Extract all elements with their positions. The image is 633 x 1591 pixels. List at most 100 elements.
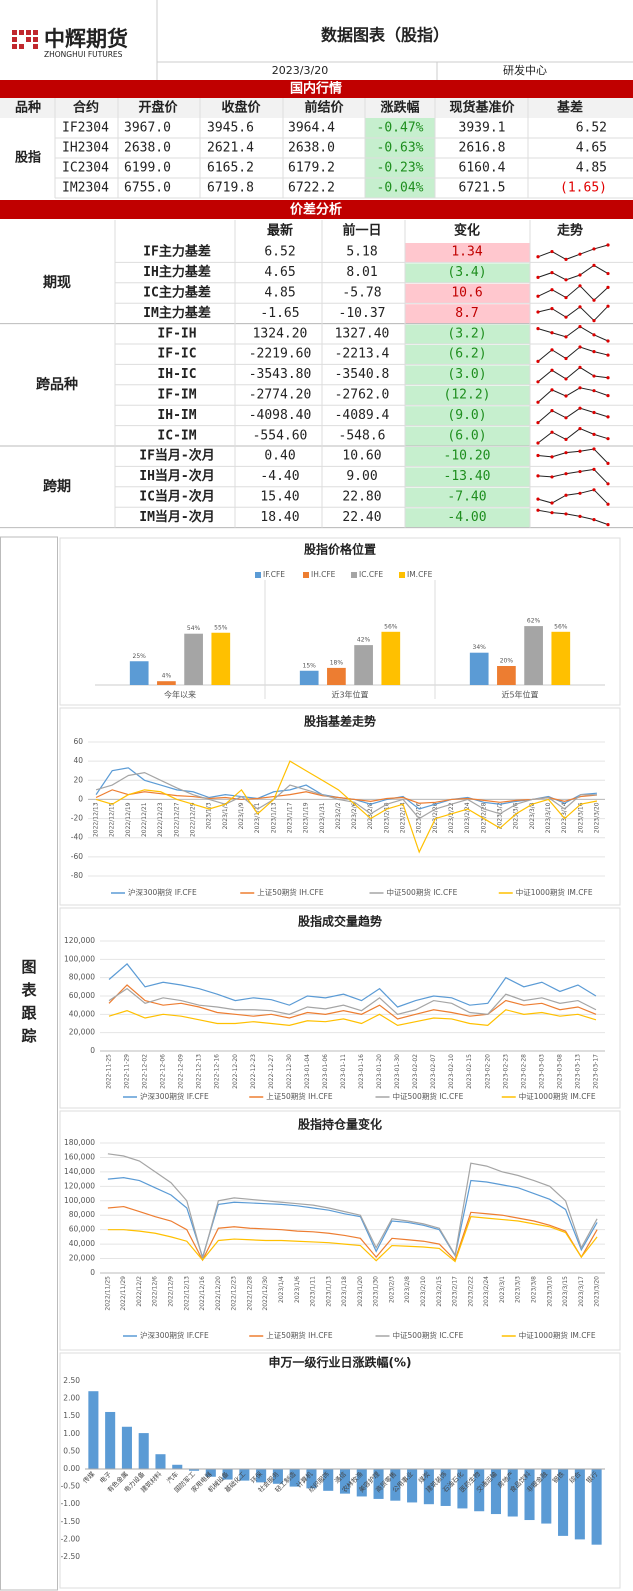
bar [558, 1469, 569, 1536]
logo-icon [12, 30, 38, 49]
spark-dot [550, 331, 554, 335]
cell: 6.52 [576, 121, 607, 136]
x-tick-label: 2023/3/8 [530, 1276, 537, 1303]
y-tick-label: 180,000 [64, 1138, 95, 1147]
y-tick-label: 60,000 [69, 991, 95, 1000]
cell: 2621.4 [207, 141, 254, 156]
y-tick-label: 100,000 [64, 954, 95, 963]
group-label: 跨期 [43, 479, 71, 495]
x-tick-label: 2023/3/20 [593, 802, 600, 833]
cell: 10.60 [342, 449, 381, 464]
x-tick-label: 2023/3/10 [546, 1276, 553, 1307]
cell: -10.20 [444, 449, 491, 464]
spark-dot [536, 497, 540, 501]
logo-en: ZHONGHUI FUTURES [44, 50, 123, 59]
bar [205, 1469, 216, 1477]
value-label: 20% [500, 658, 514, 665]
spark-dot [536, 453, 540, 458]
chart-title: 股指持仓量变化 [298, 1117, 382, 1132]
header-row [0, 98, 633, 118]
x-tick-label: 2022-12-02 [142, 1054, 149, 1089]
spark-dot [564, 437, 568, 441]
spark-dot [578, 252, 582, 256]
y-tick-label: 0 [90, 1046, 95, 1055]
legend-label: 上证50期货 IH.CFE [257, 887, 324, 897]
x-tick-label: 2023/3/10 [545, 802, 552, 833]
cell: 3939.1 [459, 121, 506, 136]
spark-dot [564, 315, 568, 319]
x-tick-label: 2022/12/27 [173, 802, 180, 837]
x-tick-label: 2023/2/24 [483, 1276, 490, 1307]
cell: (1.65) [560, 181, 607, 196]
spark-dot [606, 461, 610, 465]
y-tick-label: -20 [71, 814, 83, 823]
y-tick-label: 120,000 [64, 1181, 95, 1190]
series-line [95, 772, 597, 820]
group-label: 跨品种 [36, 376, 78, 393]
x-tick-label: 2023-01-16 [358, 1054, 365, 1089]
legend-label: 上证50期货 IH.CFE [266, 1091, 333, 1101]
y-tick-label: -80 [71, 871, 83, 880]
cell: -4.00 [447, 510, 486, 525]
spark-dot [606, 523, 610, 527]
x-tick-label: 2022-12-27 [268, 1054, 275, 1089]
legend-label: 沪深300期货 IF.CFE [140, 1330, 209, 1340]
cell: IM2304 [62, 181, 109, 196]
y-tick-label: 80,000 [69, 1210, 95, 1219]
row-name: IF-IM [157, 388, 196, 403]
x-tick-label: 2022/12/19 [125, 802, 132, 837]
x-tick-label: 2023/2/14 [400, 802, 407, 833]
x-tick-label: 2023/2/8 [404, 1276, 411, 1303]
cell: (6.0) [447, 428, 486, 443]
x-tick-label: 2022-12-09 [178, 1054, 185, 1089]
chart-title: 股指成交量趋势 [298, 914, 382, 929]
y-tick-label: 0.50 [63, 1446, 80, 1455]
x-tick-label: 2023/3/15 [562, 1276, 569, 1307]
x-tick-label: 2022/11/25 [104, 1276, 111, 1311]
cell: 6719.8 [207, 181, 254, 196]
sparkline [537, 326, 609, 342]
sparkline [537, 448, 609, 464]
sparkline [537, 366, 609, 383]
column-header: 走势 [557, 223, 583, 239]
cell: 6199.0 [124, 161, 171, 176]
cell: 6165.2 [207, 161, 254, 176]
x-tick-label: 2023/1/20 [357, 1276, 364, 1307]
y-tick-label: -1.50 [61, 1517, 81, 1526]
cell: (3.0) [447, 367, 486, 382]
y-tick-label: 1.00 [63, 1429, 80, 1438]
spark-dot [606, 304, 610, 308]
x-tick-label: 2023/1/30 [373, 1276, 380, 1307]
row-name: IC-IM [157, 428, 196, 443]
column-header: 前结价 [304, 100, 344, 116]
spark-dot [606, 339, 610, 343]
spark-dot [550, 455, 554, 459]
y-tick-label: -1.00 [61, 1499, 81, 1508]
spark-dot [606, 271, 610, 276]
row-name: IH-IC [157, 367, 196, 382]
x-tick-label: 2023-03-13 [574, 1054, 581, 1089]
spark-dot [606, 394, 610, 398]
x-tick-label: 2023/1/13 [270, 802, 277, 833]
value-label: 18% [330, 659, 344, 666]
spark-dot [536, 380, 540, 384]
cell: 8.7 [455, 306, 478, 321]
spark-dot [578, 469, 582, 474]
bar [323, 1469, 334, 1491]
x-tick-label: 2023-02-23 [502, 1054, 509, 1089]
cell: 3967.0 [124, 121, 171, 136]
bar [289, 1469, 300, 1487]
x-tick-label: 2023-02-10 [448, 1054, 455, 1089]
cell: -2213.4 [335, 347, 390, 362]
cell: 6722.2 [288, 181, 335, 196]
spark-dot [550, 388, 554, 392]
x-tick-label: 2023/3/16 [577, 802, 584, 833]
sparkline [537, 387, 609, 403]
x-tick-label: 2023/2/22 [448, 802, 455, 833]
y-tick-label: -40 [71, 833, 83, 842]
x-tick-label: 2023/1/6 [294, 1276, 301, 1303]
series-line [108, 984, 597, 1020]
column-header: 合约 [73, 100, 99, 116]
x-tick-label: 2022-12-13 [196, 1054, 203, 1089]
change-cell [405, 324, 530, 344]
